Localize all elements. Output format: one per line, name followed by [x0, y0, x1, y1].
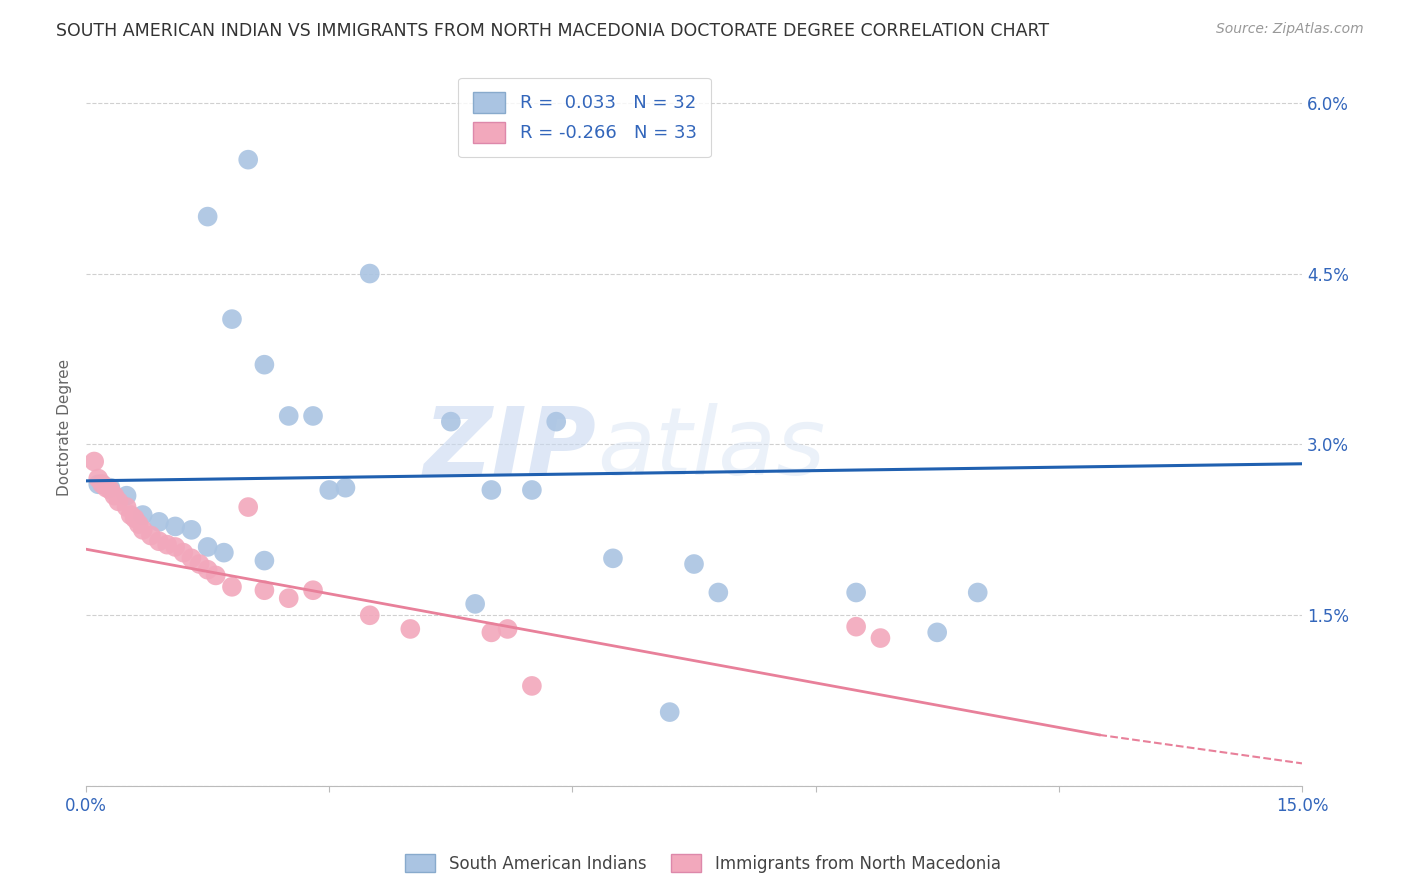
Point — [277, 591, 299, 606]
Point — [520, 483, 543, 497]
Point — [302, 409, 325, 423]
Point — [148, 515, 170, 529]
Point — [172, 546, 194, 560]
Point — [165, 540, 187, 554]
Text: atlas: atlas — [596, 403, 825, 494]
Point — [399, 622, 422, 636]
Point — [683, 557, 706, 571]
Point — [302, 583, 325, 598]
Point — [658, 705, 681, 719]
Point — [335, 481, 357, 495]
Point — [277, 409, 299, 423]
Point — [318, 483, 340, 497]
Point — [602, 551, 624, 566]
Point — [96, 481, 118, 495]
Point — [212, 546, 235, 560]
Point — [253, 583, 276, 598]
Point — [204, 568, 226, 582]
Point — [115, 500, 138, 514]
Point — [869, 631, 891, 645]
Point — [148, 534, 170, 549]
Point — [100, 483, 122, 497]
Point — [120, 508, 142, 522]
Point — [845, 620, 868, 634]
Point — [139, 528, 162, 542]
Point — [707, 585, 730, 599]
Point — [132, 523, 155, 537]
Point — [91, 477, 114, 491]
Point — [479, 483, 502, 497]
Point — [128, 517, 150, 532]
Point — [479, 625, 502, 640]
Point — [546, 415, 568, 429]
Point — [103, 489, 125, 503]
Point — [927, 625, 949, 640]
Point — [107, 494, 129, 508]
Point — [83, 454, 105, 468]
Point — [165, 519, 187, 533]
Point — [359, 267, 381, 281]
Text: SOUTH AMERICAN INDIAN VS IMMIGRANTS FROM NORTH MACEDONIA DOCTORATE DEGREE CORREL: SOUTH AMERICAN INDIAN VS IMMIGRANTS FROM… — [56, 22, 1049, 40]
Point — [520, 679, 543, 693]
Point — [197, 563, 219, 577]
Point — [221, 580, 243, 594]
Point — [496, 622, 519, 636]
Point — [966, 585, 988, 599]
Point — [180, 551, 202, 566]
Point — [464, 597, 486, 611]
Point — [238, 500, 260, 514]
Point — [238, 153, 260, 167]
Point — [180, 523, 202, 537]
Point — [91, 477, 114, 491]
Legend: R =  0.033   N = 32, R = -0.266   N = 33: R = 0.033 N = 32, R = -0.266 N = 33 — [458, 78, 711, 157]
Point — [197, 540, 219, 554]
Point — [132, 508, 155, 522]
Point — [253, 358, 276, 372]
Point — [115, 489, 138, 503]
Point — [221, 312, 243, 326]
Point — [253, 553, 276, 567]
Y-axis label: Doctorate Degree: Doctorate Degree — [58, 359, 72, 496]
Text: ZIP: ZIP — [423, 403, 596, 495]
Point — [845, 585, 868, 599]
Point — [124, 511, 146, 525]
Point — [359, 608, 381, 623]
Legend: South American Indians, Immigrants from North Macedonia: South American Indians, Immigrants from … — [399, 847, 1007, 880]
Point — [100, 481, 122, 495]
Point — [156, 538, 179, 552]
Point — [87, 472, 110, 486]
Point — [197, 210, 219, 224]
Text: Source: ZipAtlas.com: Source: ZipAtlas.com — [1216, 22, 1364, 37]
Point — [440, 415, 463, 429]
Point — [188, 557, 211, 571]
Point — [87, 477, 110, 491]
